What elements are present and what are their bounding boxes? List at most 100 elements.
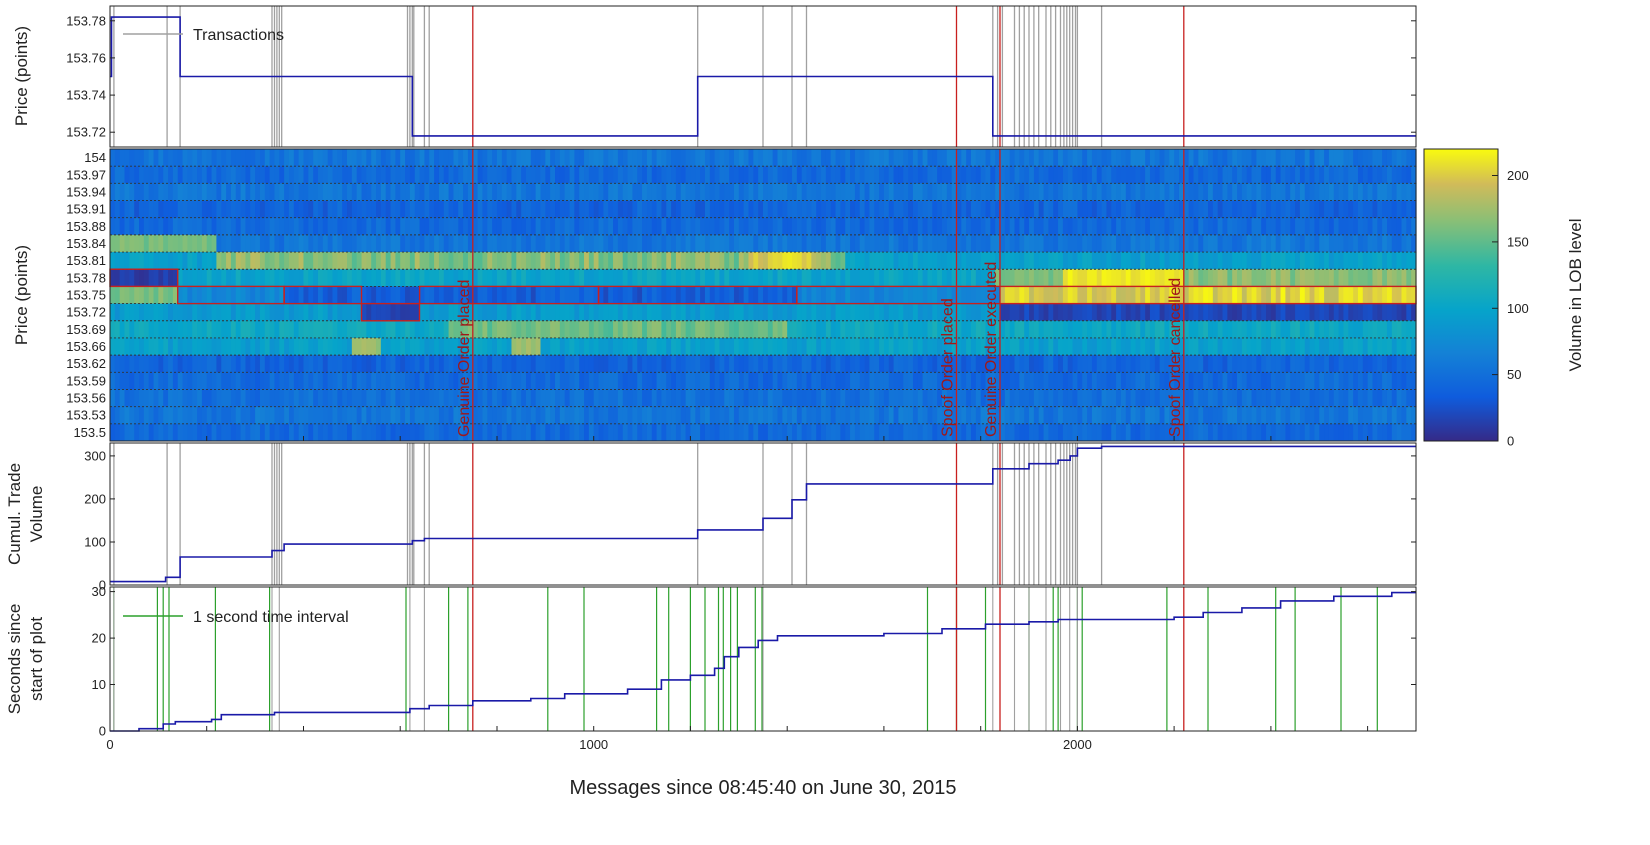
lob-cell: [821, 389, 827, 408]
time-frame: [109, 586, 1417, 732]
lob-cell: [317, 423, 324, 442]
lob-cell: [685, 183, 692, 201]
lob-cell: [1270, 234, 1277, 253]
lob-cell: [1135, 406, 1141, 425]
lob-cell: [496, 269, 503, 287]
lob-cell: [854, 355, 861, 373]
lob-cell: [172, 337, 179, 356]
lob-cell: [134, 320, 140, 339]
lob-cell: [240, 166, 247, 184]
lob-cell: [598, 355, 604, 373]
lob-cell: [932, 183, 938, 201]
lob-cell: [1386, 320, 1393, 339]
lob-cell: [501, 286, 508, 304]
lob-cell: [1130, 303, 1137, 322]
lob-cell: [859, 252, 866, 270]
lob-cell: [414, 286, 421, 304]
lob-cell: [1116, 337, 1122, 356]
lob-cell: [419, 200, 426, 219]
lob-cell: [1333, 286, 1340, 304]
lob-cell: [932, 269, 938, 287]
lob-cell: [816, 269, 822, 287]
lob-cell: [1333, 217, 1340, 236]
lob-cell: [1077, 320, 1083, 339]
lob-cell: [642, 320, 648, 339]
lob-cell: [830, 252, 837, 270]
lob-cell: [1178, 389, 1185, 408]
lob-cell: [434, 252, 440, 270]
lob-cell: [1357, 337, 1364, 356]
lob-cell: [850, 286, 856, 304]
lob-cell: [1406, 149, 1412, 167]
lob-cell: [1038, 372, 1045, 390]
lob-cell: [119, 166, 126, 184]
lob-cell: [767, 423, 774, 442]
lob-cell: [337, 406, 343, 425]
lob-cell: [1053, 269, 1059, 287]
lob-cell: [772, 252, 779, 270]
lob-cell: [192, 252, 198, 270]
lob-cell: [1285, 217, 1291, 236]
lob-cell: [424, 320, 430, 339]
lob-cell: [1266, 200, 1272, 219]
lob-cell: [980, 320, 987, 339]
lob-cell: [1203, 269, 1209, 287]
lob-y-tick-label: 153.78: [66, 270, 106, 285]
lob-cell: [1396, 423, 1403, 442]
lob-cell: [1038, 217, 1045, 236]
lob-cell: [293, 337, 300, 356]
lob-cell: [888, 286, 895, 304]
lob-cell: [511, 269, 517, 287]
lob-cell: [656, 183, 663, 201]
lob-cell: [1053, 406, 1059, 425]
lob-cell: [796, 355, 803, 373]
lob-cell: [927, 252, 933, 270]
lob-cell: [555, 234, 561, 253]
lob-cell: [661, 355, 667, 373]
lob-cell: [385, 286, 392, 304]
lob-cell: [385, 234, 392, 253]
lob-cell: [1019, 166, 1025, 184]
lob-cell: [835, 303, 841, 322]
lob-cell: [535, 355, 542, 373]
lob-cell: [395, 200, 401, 219]
lob-cell: [492, 149, 498, 167]
lob-cell: [748, 183, 754, 201]
lob-cell: [293, 423, 300, 442]
lob-y-tick-label: 153.75: [66, 288, 106, 303]
lob-cell: [787, 286, 793, 304]
lob-cell: [651, 200, 658, 219]
lob-cell: [110, 337, 116, 356]
lob-cell: [1256, 200, 1262, 219]
lob-cell: [259, 269, 266, 287]
lob-cell: [1038, 269, 1045, 287]
lob-cell: [458, 320, 464, 339]
lob-cell: [1324, 269, 1330, 287]
lob-cell: [859, 320, 866, 339]
lob-cell: [1299, 389, 1306, 408]
lob-cell: [1401, 355, 1407, 373]
lob-cell: [603, 406, 609, 425]
lob-cell: [1087, 406, 1093, 425]
lob-cell: [395, 252, 401, 270]
lob-cell: [158, 252, 164, 270]
lob-cell: [869, 286, 875, 304]
lob-cell: [197, 269, 203, 287]
lob-cell: [821, 200, 827, 219]
lob-cell: [1024, 149, 1030, 167]
lob-cell: [1145, 286, 1151, 304]
lob-cell: [545, 303, 551, 322]
lob-cell: [1038, 234, 1045, 253]
lob-cell: [1149, 355, 1156, 373]
lob-cell: [201, 423, 208, 442]
lob-cell: [376, 286, 382, 304]
lob-cell: [482, 234, 488, 253]
lob-cell: [748, 269, 754, 287]
lob-cell: [409, 389, 416, 408]
lob-cell: [1212, 149, 1219, 167]
lob-cell: [182, 355, 188, 373]
lob-cell: [1411, 303, 1417, 322]
lob-cell: [579, 183, 585, 201]
lob-cell: [883, 337, 890, 356]
lob-cell: [656, 372, 663, 390]
